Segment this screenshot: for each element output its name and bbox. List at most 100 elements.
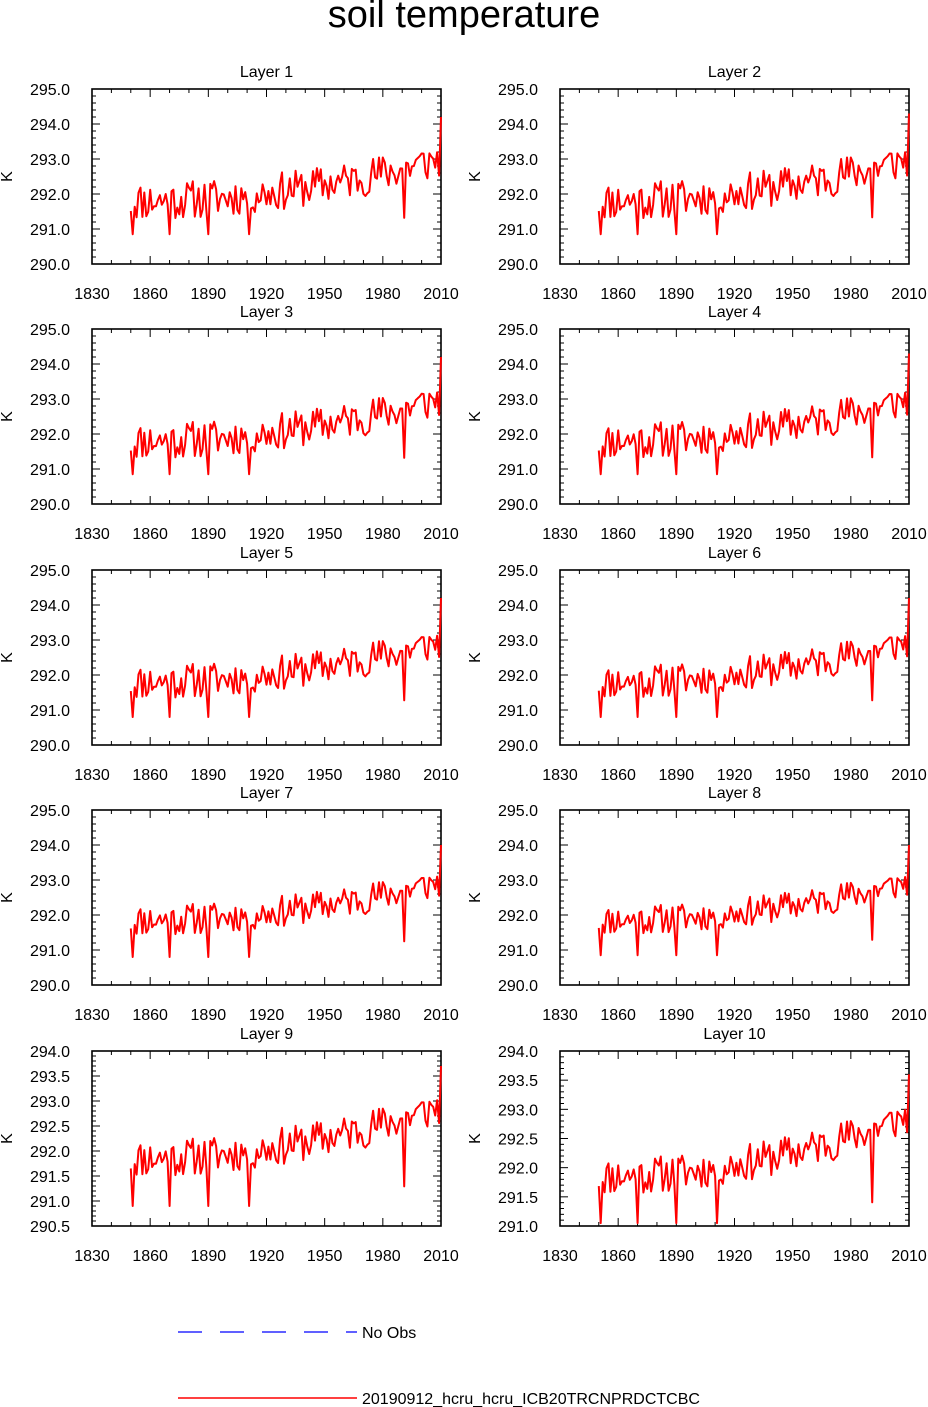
y-tick-label: 291.5 (498, 1190, 538, 1207)
y-tick-label: 293.0 (30, 392, 70, 409)
y-tick-label: 294.0 (498, 598, 538, 615)
y-tick-label: 293.5 (498, 1073, 538, 1090)
panel-7: Layer 7 1830 1860 1890 1920 1950 1980 2010 290.0… (0, 785, 459, 1024)
x-tick-label: 1890 (191, 1248, 227, 1265)
y-tick-label: 293.5 (30, 1069, 70, 1086)
x-tick-label: 1920 (249, 526, 285, 543)
x-tick-label: 1950 (775, 286, 811, 303)
y-tick-label: 293.0 (30, 152, 70, 169)
x-tick-label: 1980 (365, 526, 401, 543)
x-tick-label: 1830 (74, 1007, 110, 1024)
series-line-model (129, 116, 442, 236)
series-line-model (129, 356, 442, 476)
y-tick-label: 290.0 (30, 257, 70, 274)
panel-6: Layer 6 1830 1860 1890 1920 1950 1980 2010 290.0… (467, 545, 927, 784)
x-tick-label: 1830 (542, 526, 578, 543)
y-tick-label: 291.0 (30, 1194, 70, 1211)
panel-title: Layer 5 (240, 545, 293, 562)
x-tick-label: 1830 (542, 1248, 578, 1265)
y-tick-label: 294.0 (498, 838, 538, 855)
x-tick-label: 1830 (542, 286, 578, 303)
y-tick-label: 291.5 (30, 1169, 70, 1186)
x-tick-label: 2010 (423, 526, 459, 543)
series-line-model (597, 353, 910, 476)
y-tick-label: 292.0 (30, 427, 70, 444)
y-tick-label: 295.0 (30, 563, 70, 580)
y-tick-label: 294.0 (30, 357, 70, 374)
x-tick-label: 1980 (833, 1248, 869, 1265)
panel-4: Layer 4 1830 1860 1890 1920 1950 1980 2010 290.0… (467, 304, 927, 543)
x-tick-label: 1920 (717, 767, 753, 784)
y-tick-label: 293.0 (498, 1102, 538, 1119)
x-tick-label: 2010 (891, 526, 927, 543)
panel-3: Layer 3 1830 1860 1890 1920 1950 1980 2010 290.0… (0, 304, 459, 543)
y-axis-label: K (0, 1133, 16, 1144)
legend: No Obs 20190912_hcru_hcru_ICB20TRCNPRDCTC… (178, 1325, 700, 1407)
y-tick-label: 292.5 (498, 1132, 538, 1149)
x-tick-label: 1950 (307, 1248, 343, 1265)
x-tick-label: 2010 (891, 767, 927, 784)
y-tick-label: 295.0 (498, 322, 538, 339)
y-tick-label: 293.0 (498, 392, 538, 409)
panel-2: Layer 2 1830 1860 1890 1920 1950 1980 2010 290.0… (467, 64, 927, 303)
panel-title: Layer 8 (708, 785, 761, 802)
panel-8: Layer 8 1830 1860 1890 1920 1950 1980 2010 290.0… (467, 785, 927, 1024)
y-tick-label: 294.0 (30, 838, 70, 855)
x-tick-label: 1950 (307, 1007, 343, 1024)
x-tick-label: 1980 (365, 1007, 401, 1024)
y-tick-label: 292.0 (30, 668, 70, 685)
y-tick-label: 291.0 (498, 943, 538, 960)
y-tick-label: 290.0 (498, 738, 538, 755)
y-tick-label: 292.5 (30, 1119, 70, 1136)
x-tick-label: 1890 (191, 526, 227, 543)
x-tick-label: 1830 (74, 767, 110, 784)
x-tick-label: 1980 (365, 286, 401, 303)
x-tick-label: 1950 (775, 1007, 811, 1024)
x-tick-label: 1860 (600, 286, 636, 303)
x-tick-label: 1830 (74, 1248, 110, 1265)
y-tick-label: 293.0 (498, 873, 538, 890)
x-tick-label: 2010 (891, 1007, 927, 1024)
y-axis-label: K (467, 411, 484, 422)
y-tick-label: 294.0 (498, 117, 538, 134)
y-tick-label: 292.0 (498, 1161, 538, 1178)
y-tick-label: 290.0 (30, 497, 70, 514)
x-tick-label: 1860 (132, 1248, 168, 1265)
x-tick-label: 1830 (74, 286, 110, 303)
y-tick-label: 292.0 (498, 908, 538, 925)
x-tick-label: 1890 (659, 1007, 695, 1024)
y-tick-label: 291.0 (498, 703, 538, 720)
x-tick-label: 1860 (600, 767, 636, 784)
y-tick-label: 293.0 (30, 1094, 70, 1111)
x-tick-label: 1890 (191, 1007, 227, 1024)
y-tick-label: 293.0 (30, 873, 70, 890)
y-tick-label: 295.0 (498, 563, 538, 580)
panel-title: Layer 10 (703, 1026, 765, 1043)
x-tick-label: 1950 (307, 526, 343, 543)
x-tick-label: 1920 (249, 767, 285, 784)
y-tick-label: 295.0 (498, 82, 538, 99)
y-tick-label: 292.0 (498, 187, 538, 204)
series-line-model (597, 844, 910, 957)
y-tick-label: 293.0 (30, 633, 70, 650)
y-axis-label: K (467, 652, 484, 663)
panel-title: Layer 7 (240, 785, 293, 802)
panel-title: Layer 4 (708, 304, 761, 321)
x-tick-label: 1860 (600, 1248, 636, 1265)
panel-9: Layer 9 1830 1860 1890 1920 1950 1980 2010 290.5… (0, 1026, 459, 1265)
y-axis-label: K (0, 652, 16, 663)
x-tick-label: 1950 (307, 767, 343, 784)
y-tick-label: 292.0 (30, 1144, 70, 1161)
x-tick-label: 1920 (717, 1007, 753, 1024)
y-tick-label: 290.5 (30, 1219, 70, 1236)
series-line-model (129, 844, 442, 958)
x-tick-label: 1980 (365, 1248, 401, 1265)
y-tick-label: 290.0 (30, 738, 70, 755)
y-tick-label: 291.0 (30, 943, 70, 960)
x-tick-label: 1920 (717, 1248, 753, 1265)
panel-title: Layer 6 (708, 545, 761, 562)
x-tick-label: 1920 (249, 286, 285, 303)
figure-title: soil temperature (327, 0, 601, 36)
y-tick-label: 294.0 (30, 598, 70, 615)
